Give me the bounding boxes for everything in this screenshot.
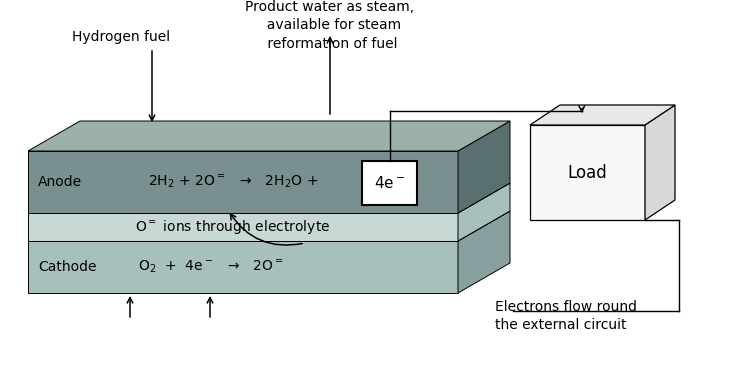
Text: Product water as steam,
  available for steam
 reformation of fuel: Product water as steam, available for st…: [245, 0, 414, 51]
Polygon shape: [458, 211, 510, 293]
Text: Load: Load: [567, 163, 607, 182]
Text: 2H$_2$ + 2O$^=$   →   2H$_2$O +: 2H$_2$ + 2O$^=$ → 2H$_2$O +: [148, 173, 318, 191]
Text: O$_2$  +  4e$^-$   →   2O$^=$: O$_2$ + 4e$^-$ → 2O$^=$: [138, 258, 284, 275]
Polygon shape: [28, 213, 458, 241]
Polygon shape: [458, 121, 510, 213]
Polygon shape: [530, 125, 645, 220]
Polygon shape: [28, 151, 458, 213]
Text: Hydrogen fuel: Hydrogen fuel: [72, 30, 170, 44]
Polygon shape: [28, 241, 458, 293]
Text: Cathode: Cathode: [38, 260, 96, 274]
Text: 4e$^-$: 4e$^-$: [374, 175, 405, 191]
Polygon shape: [28, 211, 510, 241]
Polygon shape: [458, 183, 510, 241]
Text: Anode: Anode: [38, 175, 82, 189]
Polygon shape: [28, 183, 510, 213]
Text: Electrons flow round
the external circuit: Electrons flow round the external circui…: [495, 300, 637, 333]
Polygon shape: [645, 105, 675, 220]
Polygon shape: [28, 121, 510, 151]
Text: O$^=$ ions through electrolyte: O$^=$ ions through electrolyte: [135, 218, 330, 236]
Bar: [362, 161, 417, 205]
Polygon shape: [530, 105, 675, 125]
